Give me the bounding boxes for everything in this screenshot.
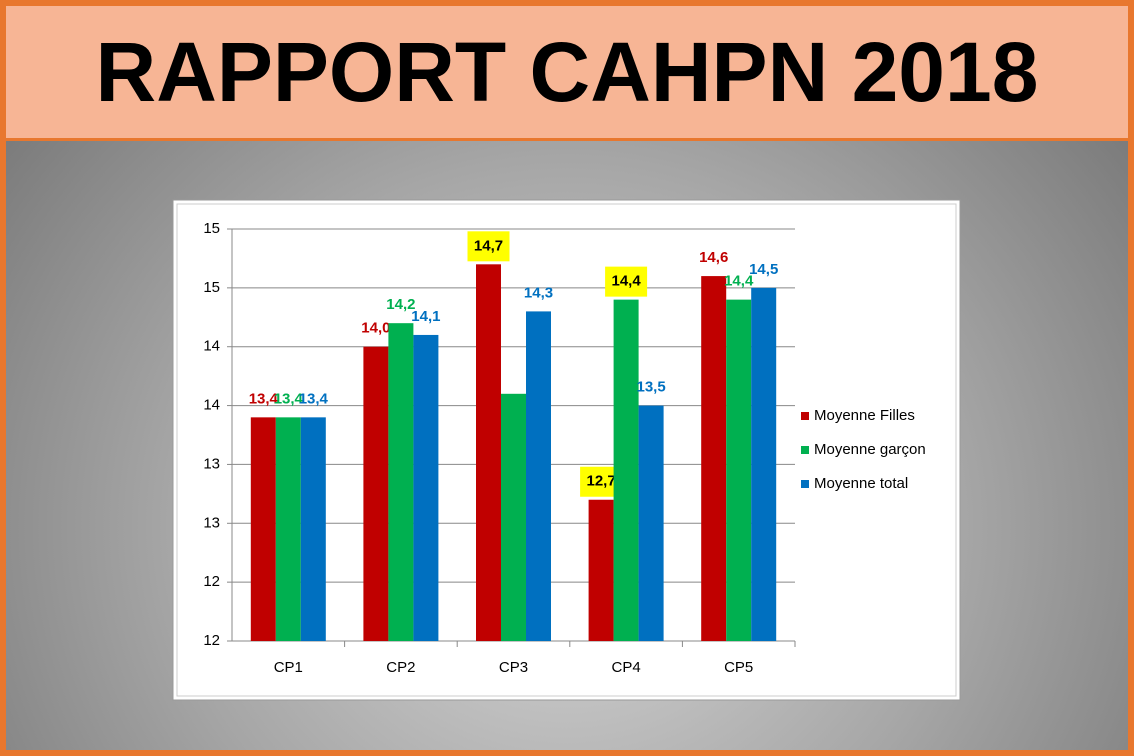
data-label: 12,7 <box>586 473 615 490</box>
bar <box>526 311 551 641</box>
data-label: 14,5 <box>749 261 778 278</box>
data-label: 13,4 <box>249 390 279 407</box>
bar <box>588 499 614 641</box>
bar <box>501 393 526 641</box>
bar <box>275 417 301 641</box>
data-label: 13,4 <box>299 390 329 407</box>
legend-label: Moyenne garçon <box>814 441 926 458</box>
chart: 12 12 13 13 14 14 15 15 CP1 CP2 CP3 CP4 CP5 13,4 14,0 1… <box>172 199 961 701</box>
bar <box>300 417 326 641</box>
legend-swatch <box>801 412 809 420</box>
bar <box>751 287 777 641</box>
y-tick-label: 13 <box>203 455 220 472</box>
data-label: 13,4 <box>274 390 304 407</box>
y-tick-label: 15 <box>203 220 220 237</box>
legend-swatch <box>801 480 809 488</box>
bar <box>250 417 276 641</box>
bar <box>726 299 752 641</box>
y-tick-label: 12 <box>203 573 220 590</box>
label-highlight <box>605 266 648 297</box>
bar <box>413 334 439 641</box>
legend-label: Moyenne Filles <box>814 407 915 424</box>
bar <box>388 323 414 641</box>
x-tick-label: CP4 <box>612 659 641 676</box>
data-label: 14,0 <box>361 320 390 337</box>
x-tick-label: CP1 <box>274 659 303 676</box>
bar <box>476 264 501 641</box>
x-tick-label: CP3 <box>499 659 528 676</box>
legend-label: Moyenne total <box>814 475 908 492</box>
chart-inner-border <box>176 203 957 697</box>
y-tick-label: 15 <box>203 279 220 296</box>
y-tick-label: 14 <box>203 397 220 414</box>
bar <box>638 405 664 641</box>
bar <box>613 299 639 641</box>
data-label: 14,6 <box>699 249 728 266</box>
y-tick-label: 14 <box>203 338 220 355</box>
label-highlight <box>467 231 510 262</box>
data-label: 14,3 <box>524 284 553 301</box>
data-label: 14,7 <box>474 237 503 254</box>
data-label: 14,2 <box>386 296 415 313</box>
data-label: 13,5 <box>636 379 665 396</box>
slide-title: RAPPORT CAHPN 2018 <box>6 6 1128 141</box>
data-label: 14,4 <box>611 273 641 290</box>
y-tick-label: 13 <box>203 514 220 531</box>
legend-swatch <box>801 446 809 454</box>
bar <box>701 276 727 641</box>
x-tick-label: CP5 <box>724 659 753 676</box>
data-label: 14,4 <box>724 273 754 290</box>
y-tick-label: 12 <box>203 632 220 649</box>
data-label: 14,1 <box>411 308 440 325</box>
x-tick-label: CP2 <box>386 659 415 676</box>
bar <box>363 346 389 641</box>
